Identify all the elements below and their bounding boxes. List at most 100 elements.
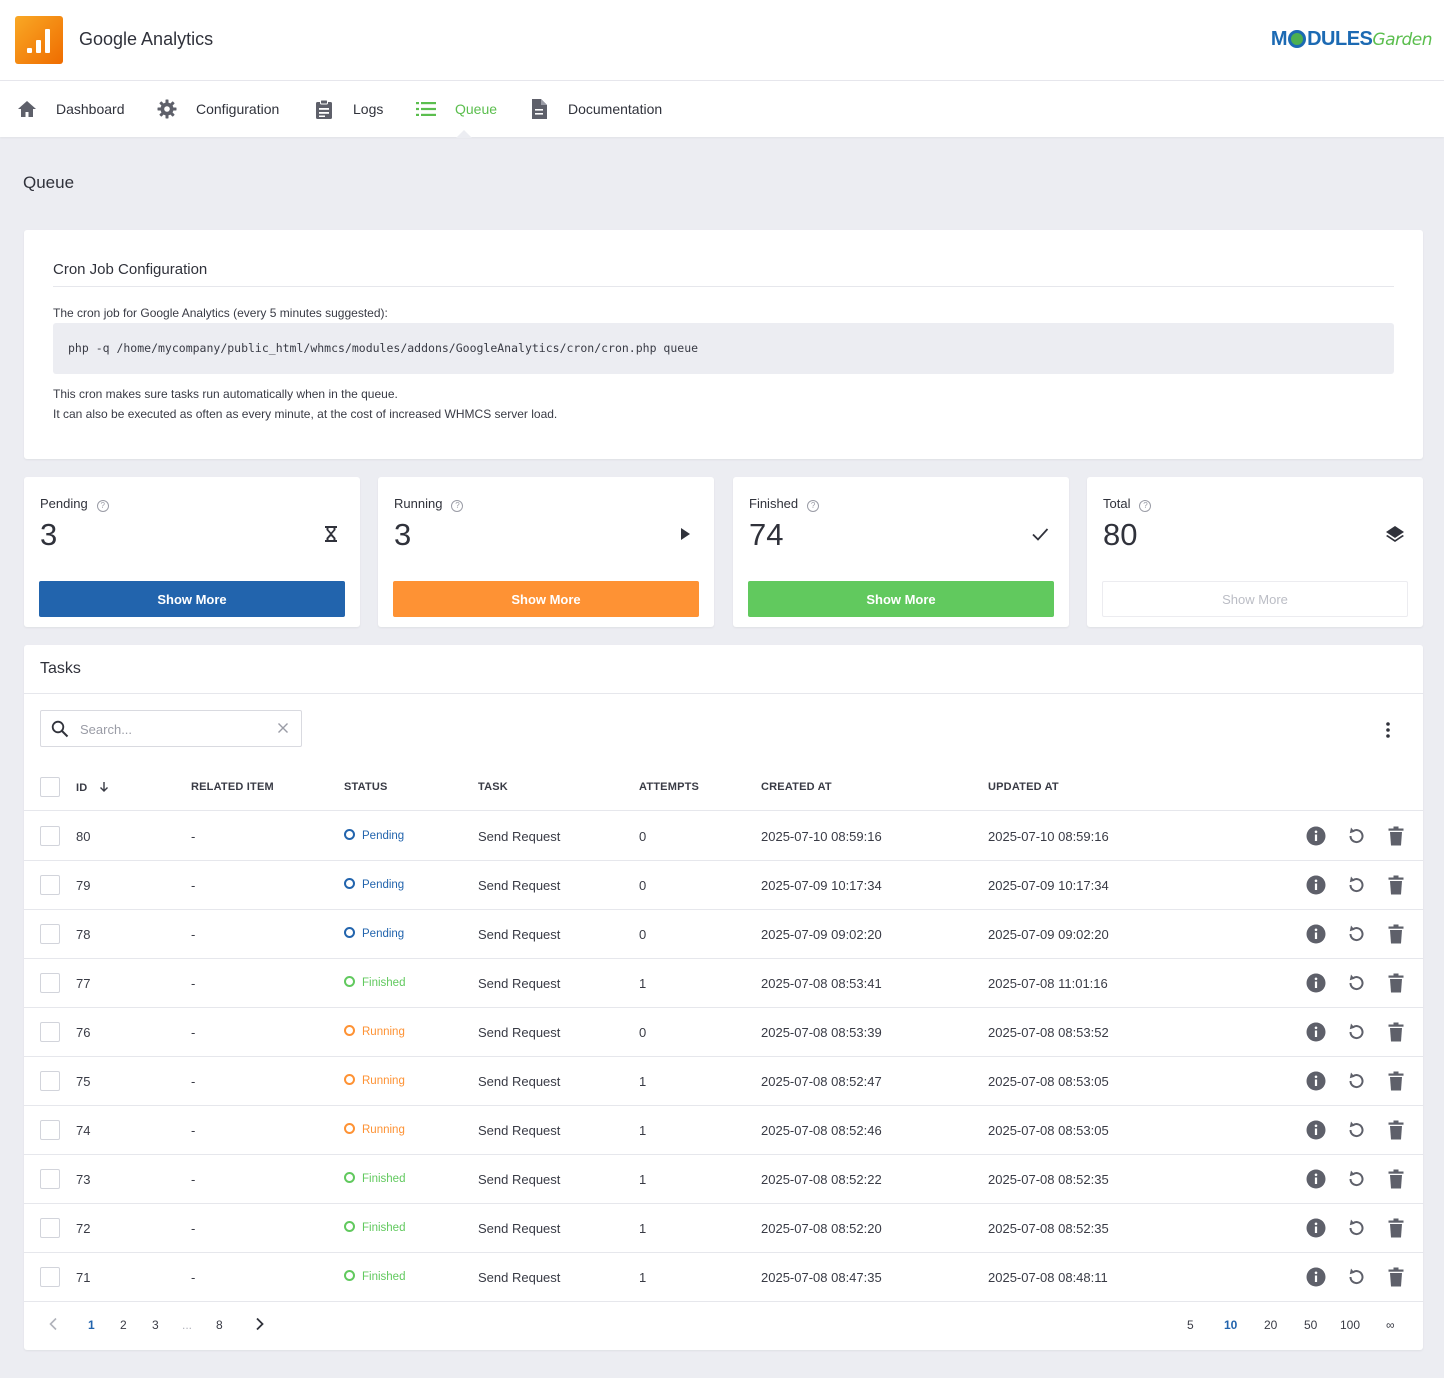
help-icon[interactable]: ? <box>96 500 109 512</box>
retry-icon[interactable] <box>1346 1266 1366 1288</box>
delete-icon[interactable] <box>1386 1021 1406 1043</box>
info-icon[interactable] <box>1306 1266 1326 1288</box>
row-checkbox[interactable] <box>40 1120 60 1140</box>
retry-icon[interactable] <box>1346 1021 1366 1043</box>
row-checkbox[interactable] <box>40 1071 60 1091</box>
retry-icon[interactable] <box>1346 874 1366 896</box>
cell-id: 75 <box>76 1074 91 1089</box>
cron-note-2: It can also be executed as often as ever… <box>53 407 558 421</box>
cell-task: Send Request <box>478 1172 561 1187</box>
column-created-at[interactable]: CREATED AT <box>761 781 832 793</box>
row-checkbox[interactable] <box>40 875 60 895</box>
row-checkbox[interactable] <box>40 924 60 944</box>
retry-icon[interactable] <box>1346 923 1366 945</box>
help-icon[interactable]: ? <box>451 500 464 512</box>
info-icon[interactable] <box>1306 1021 1326 1043</box>
nav-logs[interactable]: Logs <box>314 81 383 137</box>
cron-command[interactable]: php -q /home/mycompany/public_html/whmcs… <box>53 323 1394 374</box>
page-3[interactable]: 3 <box>152 1318 159 1332</box>
stat-card-total: Total? 80 Show More <box>1087 477 1423 627</box>
info-icon[interactable] <box>1306 874 1326 896</box>
nav-queue[interactable]: Queue <box>416 81 497 137</box>
delete-icon[interactable] <box>1386 874 1406 896</box>
column-id[interactable]: ID <box>76 781 109 796</box>
row-actions <box>1306 874 1406 896</box>
info-icon[interactable] <box>1306 825 1326 847</box>
info-icon[interactable] <box>1306 1070 1326 1092</box>
help-icon[interactable]: ? <box>1139 500 1152 512</box>
next-page-icon[interactable] <box>255 1317 265 1334</box>
info-icon[interactable] <box>1306 1217 1326 1239</box>
page-size-5[interactable]: 5 <box>1187 1318 1194 1332</box>
select-all-checkbox[interactable] <box>40 777 60 797</box>
delete-icon[interactable] <box>1386 923 1406 945</box>
retry-icon[interactable] <box>1346 1070 1366 1092</box>
divider <box>53 286 1394 287</box>
page-size-100[interactable]: 100 <box>1340 1318 1361 1332</box>
row-checkbox[interactable] <box>40 973 60 993</box>
show-more-finished-button[interactable]: Show More <box>748 581 1054 617</box>
column-updated-at[interactable]: UPDATED AT <box>988 781 1059 793</box>
show-more-total-button[interactable]: Show More <box>1102 581 1408 617</box>
retry-icon[interactable] <box>1346 825 1366 847</box>
info-icon[interactable] <box>1306 923 1326 945</box>
delete-icon[interactable] <box>1386 1266 1406 1288</box>
row-actions <box>1306 825 1406 847</box>
page-size-all[interactable]: ∞ <box>1386 1318 1395 1332</box>
row-checkbox[interactable] <box>40 1267 60 1287</box>
row-checkbox[interactable] <box>40 826 60 846</box>
tasks-title: Tasks <box>40 660 81 677</box>
prev-page-icon[interactable] <box>48 1317 58 1334</box>
nav-configuration[interactable]: Configuration <box>157 81 279 137</box>
page-size-10[interactable]: 10 <box>1224 1318 1238 1332</box>
cell-id: 78 <box>76 927 91 942</box>
retry-icon[interactable] <box>1346 1168 1366 1190</box>
page-1[interactable]: 1 <box>88 1318 95 1332</box>
delete-icon[interactable] <box>1386 1217 1406 1239</box>
row-checkbox[interactable] <box>40 1218 60 1238</box>
nav-dashboard[interactable]: Dashboard <box>17 81 125 137</box>
delete-icon[interactable] <box>1386 972 1406 994</box>
cell-status: Running <box>344 1025 405 1038</box>
nav-documentation[interactable]: Documentation <box>529 81 662 137</box>
row-checkbox[interactable] <box>40 1169 60 1189</box>
cell-task: Send Request <box>478 829 561 844</box>
clear-icon[interactable] <box>276 721 290 735</box>
cell-created-at: 2025-07-08 08:53:41 <box>761 976 882 991</box>
stat-card-running: Running? 3 Show More <box>378 477 714 627</box>
column-task[interactable]: TASK <box>478 781 508 793</box>
page-ellipsis: ... <box>182 1318 193 1332</box>
column-related-item[interactable]: RELATED ITEM <box>191 781 274 793</box>
help-icon[interactable]: ? <box>807 500 820 512</box>
retry-icon[interactable] <box>1346 1119 1366 1141</box>
page-8[interactable]: 8 <box>216 1318 223 1332</box>
table-row: 78 - Pending Send Request 0 2025-07-09 09:02:… <box>24 910 1423 959</box>
column-status[interactable]: STATUS <box>344 781 388 793</box>
info-icon[interactable] <box>1306 972 1326 994</box>
cell-status: Finished <box>344 1270 405 1283</box>
column-attempts[interactable]: ATTEMPTS <box>639 781 700 793</box>
page-size-50[interactable]: 50 <box>1304 1318 1318 1332</box>
stat-card-finished: Finished? 74 Show More <box>733 477 1069 627</box>
delete-icon[interactable] <box>1386 1119 1406 1141</box>
table-header: ID RELATED ITEM STATUS TASK ATTEMPTS CRE… <box>24 763 1423 811</box>
page-title: Queue <box>23 173 75 192</box>
delete-icon[interactable] <box>1386 1168 1406 1190</box>
retry-icon[interactable] <box>1346 1217 1366 1239</box>
search-input[interactable] <box>80 719 270 739</box>
info-icon[interactable] <box>1306 1119 1326 1141</box>
info-icon[interactable] <box>1306 1168 1326 1190</box>
page-size-20[interactable]: 20 <box>1264 1318 1278 1332</box>
delete-icon[interactable] <box>1386 825 1406 847</box>
cell-id: 79 <box>76 878 91 893</box>
more-options-icon[interactable] <box>1377 719 1399 741</box>
cell-status: Running <box>344 1123 405 1136</box>
page-2[interactable]: 2 <box>120 1318 127 1332</box>
cron-config-panel: Cron Job Configuration The cron job for … <box>24 230 1423 459</box>
show-more-pending-button[interactable]: Show More <box>39 581 345 617</box>
retry-icon[interactable] <box>1346 972 1366 994</box>
show-more-running-button[interactable]: Show More <box>393 581 699 617</box>
delete-icon[interactable] <box>1386 1070 1406 1092</box>
row-checkbox[interactable] <box>40 1022 60 1042</box>
cell-updated-at: 2025-07-09 10:17:34 <box>988 878 1109 893</box>
